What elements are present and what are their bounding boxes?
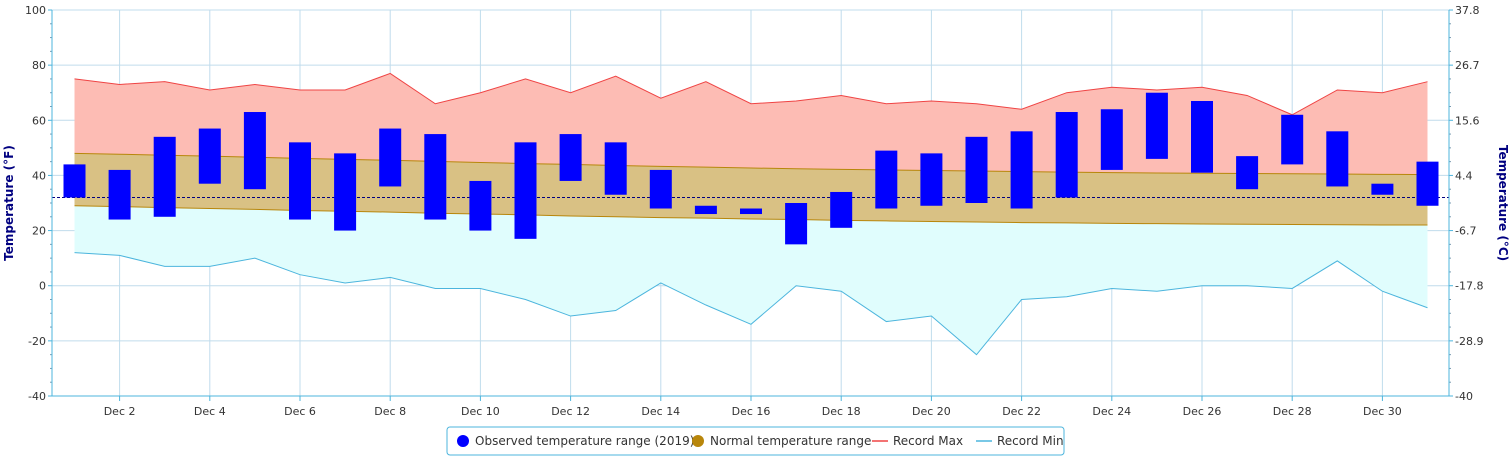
y-left-tick-labels: 100 80 60 40 20 0 -20 -40 bbox=[25, 4, 46, 403]
y-right-tick-label: -28.9 bbox=[1455, 335, 1483, 348]
record-max-line bbox=[74, 72, 1428, 116]
observed-bar bbox=[785, 203, 808, 245]
observed-bar bbox=[875, 150, 898, 209]
observed-bar bbox=[920, 153, 943, 206]
observed-bar bbox=[63, 164, 86, 198]
observed-bar bbox=[514, 142, 537, 239]
observed-bar bbox=[1371, 183, 1394, 195]
record-lines bbox=[52, 72, 1449, 356]
y-right-tick-label: 37.8 bbox=[1455, 4, 1480, 17]
x-tick-label: Dec 24 bbox=[1092, 405, 1131, 418]
x-tick-label: Dec 16 bbox=[732, 405, 771, 418]
x-tick-label: Dec 8 bbox=[374, 405, 406, 418]
x-tick-label: Dec 6 bbox=[284, 405, 316, 418]
y-left-tick-label: 20 bbox=[32, 225, 46, 238]
x-tick-label: Dec 30 bbox=[1363, 405, 1402, 418]
observed-bar bbox=[694, 205, 717, 215]
observed-bar bbox=[1100, 109, 1123, 170]
x-tick-label: Dec 4 bbox=[194, 405, 226, 418]
observed-bar bbox=[604, 142, 627, 195]
observed-bar bbox=[379, 128, 402, 187]
observed-bar bbox=[740, 208, 762, 215]
observed-bar bbox=[1236, 156, 1259, 190]
y-right-tick-label: 26.7 bbox=[1455, 59, 1480, 72]
observed-bar bbox=[1055, 112, 1078, 198]
legend: Observed temperature range (2019) Normal… bbox=[446, 426, 1065, 456]
x-tick-label: Dec 28 bbox=[1273, 405, 1312, 418]
y-right-tick-label: 15.6 bbox=[1455, 114, 1480, 127]
x-tick-labels: Dec 2 Dec 4 Dec 6 Dec 8 Dec 10 Dec 12 Dec 14 De… bbox=[104, 405, 1402, 418]
x-tick-label: Dec 26 bbox=[1183, 405, 1222, 418]
observed-bar bbox=[1010, 131, 1033, 209]
record-min-area bbox=[74, 205, 1428, 355]
legend-observed-label: Observed temperature range (2019) bbox=[475, 434, 694, 448]
observed-bar bbox=[289, 142, 311, 220]
observed-bar bbox=[965, 136, 988, 203]
observed-bars bbox=[63, 92, 1439, 245]
x-tick-label: Dec 18 bbox=[822, 405, 861, 418]
observed-bar bbox=[1416, 161, 1439, 206]
legend-record-min-label: Record Min bbox=[997, 434, 1064, 448]
y-right-tick-label: -17.8 bbox=[1455, 280, 1483, 293]
legend-item-record-max[interactable]: Record Max bbox=[872, 434, 963, 448]
record-min-line bbox=[74, 252, 1428, 356]
y-right-tick-label: -40 bbox=[1455, 390, 1473, 403]
observed-bar bbox=[559, 134, 582, 181]
legend-item-record-min[interactable]: Record Min bbox=[976, 434, 1064, 448]
observed-bar bbox=[1191, 100, 1213, 173]
normal-range-area bbox=[74, 153, 1428, 226]
observed-bar bbox=[1326, 131, 1349, 187]
legend-item-normal[interactable]: Normal temperature range bbox=[692, 434, 871, 448]
observed-bar bbox=[243, 112, 266, 190]
area-layers bbox=[74, 73, 1428, 355]
observed-bar bbox=[334, 153, 357, 231]
x-tick-label: Dec 14 bbox=[641, 405, 680, 418]
x-tick-label: Dec 22 bbox=[1002, 405, 1041, 418]
legend-normal-marker bbox=[692, 435, 704, 447]
record-max-area bbox=[74, 73, 1428, 175]
y-left-tick-label: -20 bbox=[28, 335, 46, 348]
legend-observed-marker bbox=[457, 435, 469, 447]
observed-bar bbox=[1145, 92, 1168, 159]
observed-bar bbox=[153, 136, 176, 217]
y-right-tick-label: 4.4 bbox=[1455, 169, 1473, 182]
observed-bar bbox=[830, 191, 853, 228]
legend-box bbox=[446, 426, 1065, 456]
legend-normal-label: Normal temperature range bbox=[710, 434, 871, 448]
axes bbox=[48, 9, 1453, 401]
x-tick-label: Dec 2 bbox=[104, 405, 136, 418]
y-right-tick-label: -6.7 bbox=[1455, 225, 1476, 238]
y-left-tick-label: 40 bbox=[32, 169, 46, 182]
x-tick-label: Dec 20 bbox=[912, 405, 951, 418]
observed-bar bbox=[469, 180, 492, 231]
legend-item-observed[interactable]: Observed temperature range (2019) bbox=[457, 434, 694, 448]
y-left-tick-label: -40 bbox=[28, 390, 46, 403]
x-tick-label: Dec 12 bbox=[551, 405, 590, 418]
observed-bar bbox=[198, 128, 221, 184]
observed-bar bbox=[424, 134, 447, 220]
y-left-tick-label: 80 bbox=[32, 59, 46, 72]
observed-bar bbox=[649, 169, 672, 209]
legend-record-max-label: Record Max bbox=[893, 434, 963, 448]
y-left-tick-label: 0 bbox=[39, 280, 46, 293]
y-right-tick-labels: 37.8 26.7 15.6 4.4 -6.7 -17.8 -28.9 -40 bbox=[1455, 4, 1483, 403]
y-left-axis-title: Temperature (°F) bbox=[2, 145, 16, 261]
y-right-axis-title: Temperature (°C) bbox=[1496, 145, 1510, 261]
y-left-tick-label: 100 bbox=[25, 4, 46, 17]
y-left-tick-label: 60 bbox=[32, 114, 46, 127]
observed-bar bbox=[108, 169, 131, 220]
x-tick-label: Dec 10 bbox=[461, 405, 500, 418]
observed-bar bbox=[1281, 114, 1304, 165]
